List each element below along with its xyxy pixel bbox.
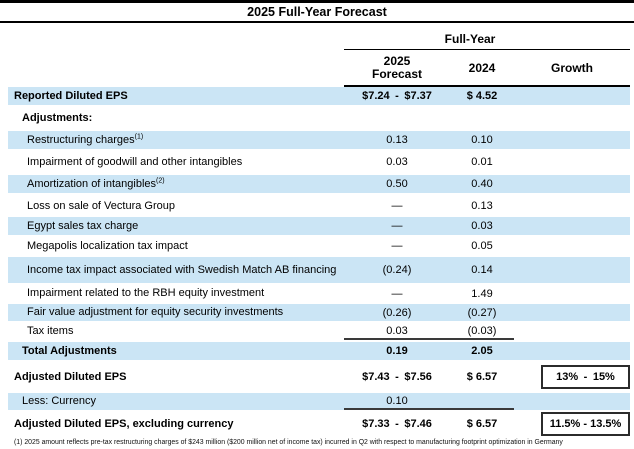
cell-2025-forecast: 0.03: [344, 323, 450, 340]
cell-2024: [450, 393, 514, 410]
cell-2024: $ 6.57: [466, 418, 498, 430]
cell-2024: 0.10: [471, 134, 493, 146]
cell-2025-forecast: —: [391, 240, 403, 252]
footnote-ref: (2): [156, 177, 165, 185]
cell-2024: $ 6.57: [466, 371, 498, 383]
table-body: Reported Diluted EPS $7.24 - $7.37 $ 4.5…: [0, 87, 634, 436]
cell-2024: 0.40: [471, 178, 493, 190]
page-title: 2025 Full-Year Forecast: [0, 0, 634, 23]
cell-2025-forecast: 0.10: [344, 393, 450, 410]
cell-2024: 2.05: [471, 345, 493, 357]
column-header-2024: 2024: [468, 61, 496, 75]
row-label: Restructuring charges(1): [27, 133, 144, 146]
cell-growth: [514, 323, 630, 340]
cell-2024: 1.49: [471, 287, 493, 300]
cell-growth: 13% - 15%: [514, 365, 630, 389]
cell-growth: [514, 109, 630, 127]
row-label: Income tax impact associated with Swedis…: [27, 263, 337, 276]
table-header: Full-Year 2025 Forecast 2024 Growth: [0, 23, 634, 87]
table-row-rbh-impairment: Impairment related to the RBH equity inv…: [8, 285, 630, 302]
row-label: Tax items: [27, 325, 74, 338]
column-headers-row: 2025 Forecast 2024 Growth: [344, 51, 630, 87]
row-label: Less: Currency: [22, 395, 96, 408]
table-row-impairment-goodwill: Impairment of goodwill and other intangi…: [8, 153, 630, 171]
cell-growth: 11.5% - 13.5%: [514, 412, 630, 436]
row-label: Adjustments:: [22, 111, 93, 124]
row-label: Fair value adjustment for equity securit…: [27, 306, 284, 319]
column-header-2025-line1: 2025: [383, 53, 411, 68]
cell-growth: [514, 131, 630, 149]
row-label: Megapolis localization tax impact: [27, 239, 188, 252]
cell-2024: 0.14: [471, 264, 493, 276]
row-label: Adjusted Diluted EPS, excluding currency: [14, 417, 234, 430]
footnote: (1) 2025 amount reflects pre-tax restruc…: [14, 439, 563, 446]
cell-growth: [514, 153, 630, 171]
cell-2025-forecast: [344, 109, 450, 127]
cell-2024: (0.03): [450, 323, 514, 340]
cell-2024: 0.05: [471, 240, 493, 252]
growth-value-box: 13% - 15%: [541, 365, 630, 389]
cell-growth: [514, 393, 630, 410]
cell-2025-forecast: —: [391, 220, 403, 232]
table-row-egypt-sales-tax: Egypt sales tax charge — 0.03: [8, 217, 630, 235]
cell-2025-forecast: (0.24): [382, 264, 412, 276]
cell-growth: [514, 285, 630, 302]
row-label: Amortization of intangibles(2): [27, 177, 165, 190]
cell-growth: [514, 87, 630, 105]
cell-2025-forecast: $7.33 - $7.46: [362, 418, 432, 430]
table-row-adjusted-eps-excluding-currency: Adjusted Diluted EPS, excluding currency…: [8, 412, 630, 436]
table-row-reported-diluted-eps: Reported Diluted EPS $7.24 - $7.37 $ 4.5…: [8, 87, 630, 105]
table-row-restructuring-charges: Restructuring charges(1) 0.13 0.10: [8, 131, 630, 149]
table-row-less-currency: Less: Currency 0.10: [8, 393, 630, 410]
cell-growth: [514, 197, 630, 215]
table-row-adjusted-diluted-eps: Adjusted Diluted EPS $7.43 - $7.56 $ 6.5…: [8, 365, 630, 389]
cell-2025-forecast: 0.50: [386, 178, 408, 190]
cell-2025-forecast: 0.13: [386, 134, 408, 146]
table-row-megapolis: Megapolis localization tax impact — 0.05: [8, 237, 630, 255]
cell-growth: [514, 342, 630, 360]
column-header-2025-forecast: 2025 Forecast: [344, 53, 450, 82]
column-header-growth: Growth: [551, 61, 593, 75]
column-header-2025-line2: Forecast: [371, 67, 423, 81]
cell-2024: [450, 109, 514, 127]
cell-2025-forecast: 0.19: [386, 345, 408, 357]
table-row-total-adjustments: Total Adjustments 0.19 2.05: [8, 342, 630, 360]
table-row-loss-vectura: Loss on sale of Vectura Group — 0.13: [8, 197, 630, 215]
page-title-text: 2025 Full-Year Forecast: [247, 5, 387, 19]
growth-value-box: 11.5% - 13.5%: [541, 412, 630, 436]
footnote-ref: (1): [134, 133, 144, 141]
column-group-label: Full-Year: [344, 32, 630, 50]
table-row-tax-items: Tax items 0.03 (0.03): [8, 323, 630, 340]
table-row-amortization-intangibles: Amortization of intangibles(2) 0.50 0.40: [8, 175, 630, 193]
row-label: Total Adjustments: [22, 344, 117, 357]
table-row-adjustments-heading: Adjustments:: [8, 109, 630, 127]
cell-growth: [514, 304, 630, 321]
row-label: Loss on sale of Vectura Group: [27, 199, 175, 212]
row-label: Impairment of goodwill and other intangi…: [27, 155, 243, 168]
cell-2025-forecast: $7.43 - $7.56: [362, 371, 432, 383]
row-label: Egypt sales tax charge: [27, 219, 139, 232]
table-row-swedish-match-financing: Income tax impact associated with Swedis…: [8, 257, 630, 283]
cell-2025-forecast: —: [391, 200, 403, 212]
cell-2024: (0.27): [467, 306, 497, 319]
table-row-fair-value-adjustment: Fair value adjustment for equity securit…: [8, 304, 630, 321]
cell-growth: [514, 217, 630, 235]
cell-2024: 0.13: [471, 200, 493, 212]
cell-2024: 0.03: [471, 220, 493, 232]
row-label: Reported Diluted EPS: [14, 89, 128, 102]
cell-growth: [514, 175, 630, 193]
row-label: Adjusted Diluted EPS: [14, 370, 127, 383]
cell-2024: 0.01: [471, 156, 493, 168]
cell-2025-forecast: —: [391, 287, 403, 300]
cell-2025-forecast: (0.26): [382, 306, 412, 319]
cell-2024: $ 4.52: [466, 90, 498, 102]
cell-2025-forecast: 0.03: [386, 156, 408, 168]
cell-growth: [514, 237, 630, 255]
cell-2025-forecast: $7.24 - $7.37: [362, 90, 432, 102]
row-label: Impairment related to the RBH equity inv…: [27, 287, 265, 300]
cell-growth: [514, 257, 630, 283]
